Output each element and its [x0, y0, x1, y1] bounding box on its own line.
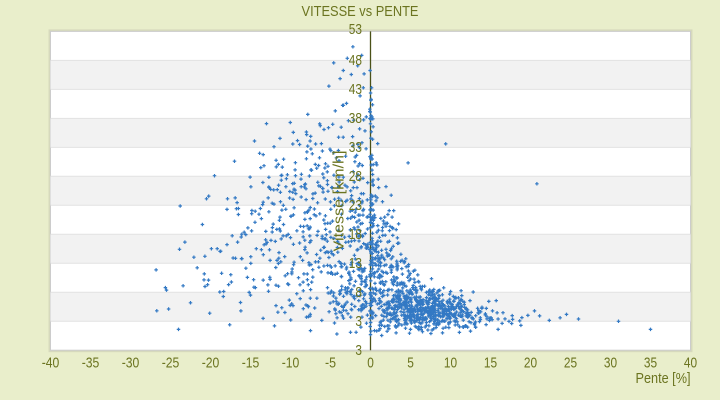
svg-text:23: 23 [349, 197, 362, 214]
svg-text:Vitesse [km/h]: Vitesse [km/h] [331, 151, 348, 252]
svg-text:30: 30 [604, 355, 617, 372]
svg-text:18: 18 [349, 226, 362, 243]
svg-text:0: 0 [367, 355, 374, 372]
svg-text:-20: -20 [202, 355, 220, 372]
svg-text:3: 3 [355, 342, 362, 359]
svg-text:43: 43 [349, 81, 362, 98]
svg-text:8: 8 [355, 284, 362, 301]
svg-text:53: 53 [349, 21, 362, 38]
svg-text:15: 15 [484, 355, 497, 372]
svg-text:35: 35 [644, 355, 657, 372]
svg-text:-15: -15 [242, 355, 260, 372]
svg-text:40: 40 [684, 355, 697, 372]
svg-text:3: 3 [355, 313, 362, 330]
svg-text:25: 25 [564, 355, 577, 372]
svg-text:38: 38 [349, 110, 362, 127]
svg-text:-35: -35 [82, 355, 100, 372]
svg-text:VITESSE vs PENTE: VITESSE vs PENTE [302, 3, 419, 20]
svg-text:5: 5 [407, 355, 414, 372]
svg-text:48: 48 [349, 52, 362, 69]
svg-text:33: 33 [349, 139, 362, 156]
svg-text:-10: -10 [282, 355, 300, 372]
svg-text:-5: -5 [325, 355, 336, 372]
svg-text:10: 10 [444, 355, 457, 372]
svg-text:-40: -40 [42, 355, 60, 372]
svg-text:-25: -25 [162, 355, 180, 372]
svg-text:Pente [%]: Pente [%] [636, 370, 691, 387]
svg-text:20: 20 [524, 355, 537, 372]
svg-text:13: 13 [349, 255, 362, 272]
svg-text:28: 28 [349, 168, 362, 185]
svg-text:-30: -30 [122, 355, 140, 372]
